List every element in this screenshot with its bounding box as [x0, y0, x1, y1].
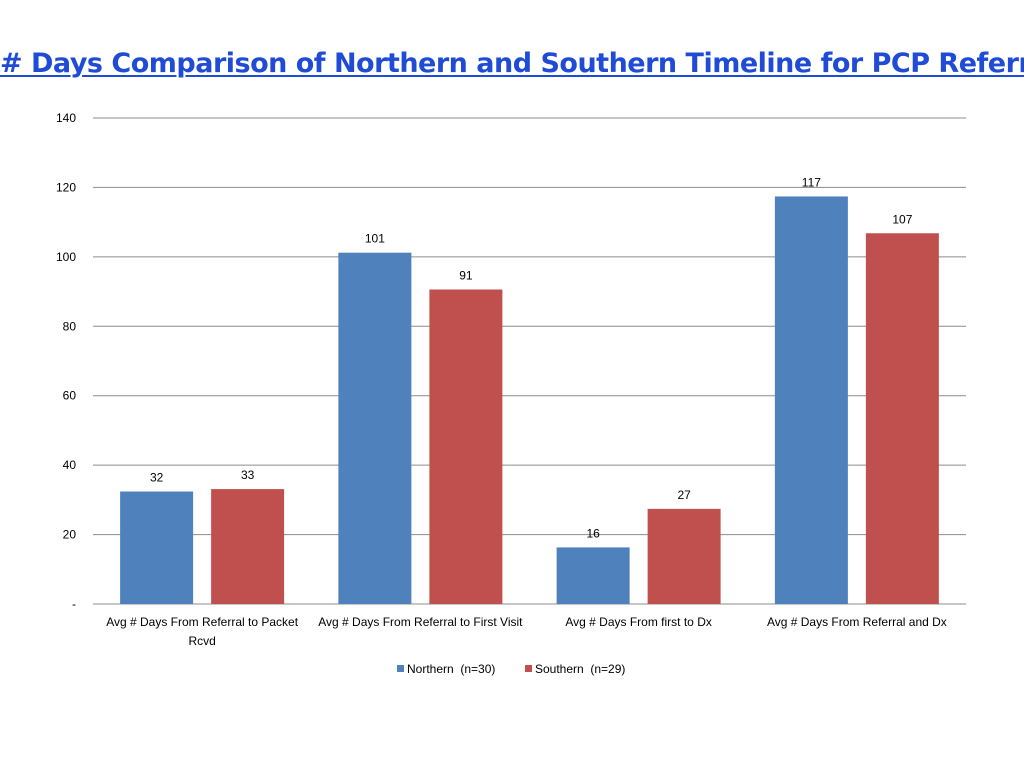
data-label: 107: [892, 212, 912, 226]
legend-swatch-northern: [397, 665, 404, 672]
legend-label: Southern (n=29): [535, 662, 625, 676]
bar-southern: [429, 289, 503, 604]
bar-southern: [211, 489, 285, 604]
x-category-label: Rcvd: [188, 634, 215, 648]
y-tick-label: 100: [56, 250, 76, 264]
data-label: 117: [802, 175, 821, 189]
x-category-label: Avg # Days From Referral to Packet: [106, 615, 299, 629]
bar-northern: [338, 252, 412, 605]
legend-swatch-southern: [525, 665, 532, 672]
bar-northern: [774, 196, 848, 604]
x-category-label: Avg # Days From Referral and Dx: [767, 615, 947, 629]
y-tick-label: 120: [56, 180, 76, 194]
y-tick-label: 60: [63, 389, 77, 403]
bar-northern: [556, 547, 630, 604]
data-label: 101: [365, 232, 385, 246]
data-label: 91: [459, 268, 473, 282]
y-tick-label: 80: [63, 319, 77, 333]
data-label: 27: [677, 488, 691, 502]
bar-southern: [647, 508, 721, 604]
data-label: 33: [241, 468, 255, 482]
x-category-label: Avg # Days From Referral to First Visit: [318, 615, 523, 629]
y-tick-label: 20: [63, 528, 77, 542]
bar-southern: [865, 233, 939, 604]
y-tick-label: 40: [63, 458, 77, 472]
y-tick-label: 140: [56, 111, 76, 125]
data-label: 16: [586, 526, 600, 540]
x-category-label: Avg # Days From first to Dx: [565, 615, 711, 629]
legend-label: Northern (n=30): [407, 662, 495, 676]
chart-title: # Days Comparison of Northern and Southe…: [0, 48, 1024, 79]
data-label: 32: [150, 471, 164, 485]
y-tick-label: -: [72, 597, 76, 611]
bar-northern: [120, 491, 194, 604]
